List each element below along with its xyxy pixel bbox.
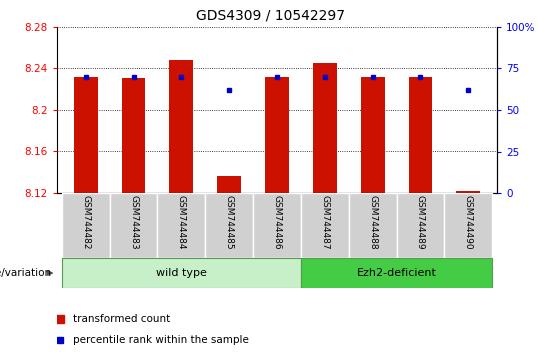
Bar <box>217 176 241 193</box>
Text: GSM744487: GSM744487 <box>320 195 329 250</box>
Text: GSM744482: GSM744482 <box>81 195 90 250</box>
Text: GSM744488: GSM744488 <box>368 195 377 250</box>
Bar <box>110 193 158 258</box>
Text: genotype/variation: genotype/variation <box>0 268 52 278</box>
Bar <box>205 193 253 258</box>
Bar <box>158 193 205 258</box>
Bar <box>361 77 384 193</box>
Text: GSM744490: GSM744490 <box>464 195 473 250</box>
Text: transformed count: transformed count <box>73 314 170 324</box>
Bar <box>122 78 145 193</box>
Text: wild type: wild type <box>156 268 207 278</box>
Bar <box>265 77 289 193</box>
Bar <box>62 258 301 288</box>
Bar <box>456 191 480 193</box>
Bar <box>74 77 98 193</box>
Bar <box>409 77 433 193</box>
Text: GSM744484: GSM744484 <box>177 195 186 250</box>
Bar <box>62 193 110 258</box>
Bar <box>444 193 492 258</box>
Text: percentile rank within the sample: percentile rank within the sample <box>73 335 248 345</box>
Text: GDS4309 / 10542297: GDS4309 / 10542297 <box>195 9 345 23</box>
Bar <box>313 63 337 193</box>
Bar <box>301 258 492 288</box>
Bar <box>170 60 193 193</box>
Text: GSM744485: GSM744485 <box>225 195 234 250</box>
Bar <box>301 193 349 258</box>
Bar <box>253 193 301 258</box>
Text: Ezh2-deficient: Ezh2-deficient <box>356 268 436 278</box>
Text: GSM744489: GSM744489 <box>416 195 425 250</box>
Bar <box>396 193 444 258</box>
Bar <box>349 193 396 258</box>
Text: GSM744483: GSM744483 <box>129 195 138 250</box>
Text: GSM744486: GSM744486 <box>273 195 281 250</box>
